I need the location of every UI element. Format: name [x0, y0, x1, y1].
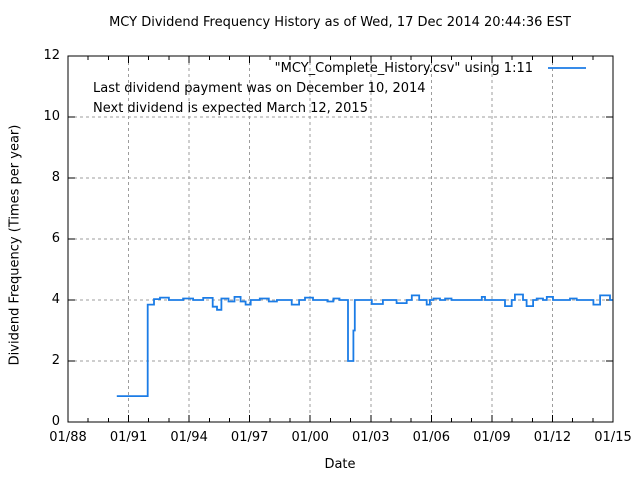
y-tick-label: 6 [51, 231, 60, 246]
x-tick-label: 01/09 [473, 430, 511, 445]
x-axis-label: Date [324, 457, 356, 472]
x-tick-label: 01/15 [594, 430, 632, 445]
y-tick-label: 12 [43, 48, 60, 63]
x-tick-label: 01/97 [230, 430, 269, 445]
x-tick-label: 01/06 [412, 430, 451, 445]
next-dividend-annotation: Next dividend is expected March 12, 2015 [93, 101, 368, 116]
x-tick-label: 01/00 [291, 430, 329, 445]
y-tick-label: 10 [43, 109, 60, 124]
y-tick-label: 0 [51, 414, 60, 429]
x-tick-label: 01/88 [49, 430, 87, 445]
x-tick-label: 01/94 [170, 430, 208, 445]
x-tick-label: 01/91 [109, 430, 148, 445]
y-tick-label: 4 [51, 292, 60, 307]
x-tick-label: 01/12 [533, 430, 572, 445]
legend-entry-label: "MCY_Complete_History.csv" using 1:11 [274, 61, 533, 76]
x-tick-label: 01/03 [352, 430, 390, 445]
y-tick-label: 8 [51, 170, 60, 185]
chart-title: MCY Dividend Frequency History as of Wed… [109, 15, 571, 30]
last-dividend-annotation: Last dividend payment was on December 10… [93, 81, 426, 96]
dividend-frequency-line [116, 293, 613, 397]
y-tick-label: 2 [51, 353, 60, 368]
